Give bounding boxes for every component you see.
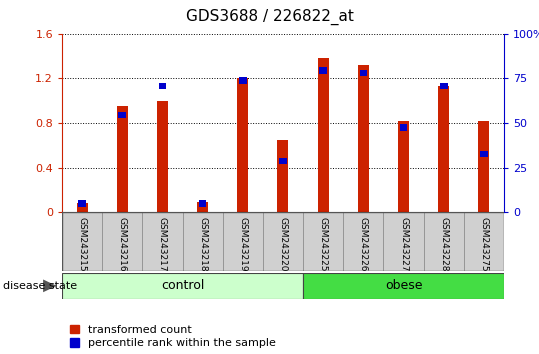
Bar (142, 212, 183, 271)
Bar (78, 200, 86, 206)
Text: GSM243216: GSM243216 (118, 217, 127, 272)
Bar (237, 78, 248, 212)
Bar (358, 65, 369, 212)
Text: GSM243219: GSM243219 (238, 217, 247, 272)
Bar (440, 83, 447, 89)
Bar (199, 200, 206, 206)
Bar (157, 101, 168, 212)
Bar (383, 212, 424, 271)
Bar (438, 86, 449, 212)
Text: control: control (161, 279, 204, 292)
Bar (398, 121, 409, 212)
Bar (183, 212, 223, 271)
Text: GSM243215: GSM243215 (78, 217, 87, 272)
Bar (197, 202, 208, 212)
Text: GSM243227: GSM243227 (399, 217, 408, 272)
Bar (303, 212, 343, 271)
Bar (77, 204, 88, 212)
Text: GSM243226: GSM243226 (359, 217, 368, 272)
Bar (279, 158, 287, 164)
Bar (319, 67, 327, 74)
Text: GSM243225: GSM243225 (319, 217, 328, 272)
Bar (343, 212, 383, 271)
Text: obese: obese (385, 279, 422, 292)
Text: GDS3688 / 226822_at: GDS3688 / 226822_at (185, 9, 354, 25)
Bar (239, 78, 247, 84)
Text: GSM243217: GSM243217 (158, 217, 167, 272)
Bar (62, 273, 303, 299)
Bar (360, 70, 367, 76)
Bar (464, 212, 504, 271)
Bar (317, 58, 329, 212)
Bar (278, 140, 288, 212)
Bar (158, 83, 166, 89)
Text: GSM243275: GSM243275 (479, 217, 488, 272)
Bar (400, 124, 407, 131)
Bar (62, 212, 102, 271)
Bar (223, 212, 263, 271)
Bar (119, 112, 126, 118)
Text: GSM243218: GSM243218 (198, 217, 207, 272)
Bar (117, 106, 128, 212)
Text: GSM243228: GSM243228 (439, 217, 448, 272)
Text: GSM243220: GSM243220 (279, 217, 287, 272)
Bar (102, 212, 142, 271)
Bar (478, 121, 489, 212)
Bar (263, 212, 303, 271)
Text: disease state: disease state (3, 281, 77, 291)
Bar (424, 212, 464, 271)
Legend: transformed count, percentile rank within the sample: transformed count, percentile rank withi… (70, 325, 276, 348)
Bar (303, 273, 504, 299)
Bar (480, 151, 488, 158)
